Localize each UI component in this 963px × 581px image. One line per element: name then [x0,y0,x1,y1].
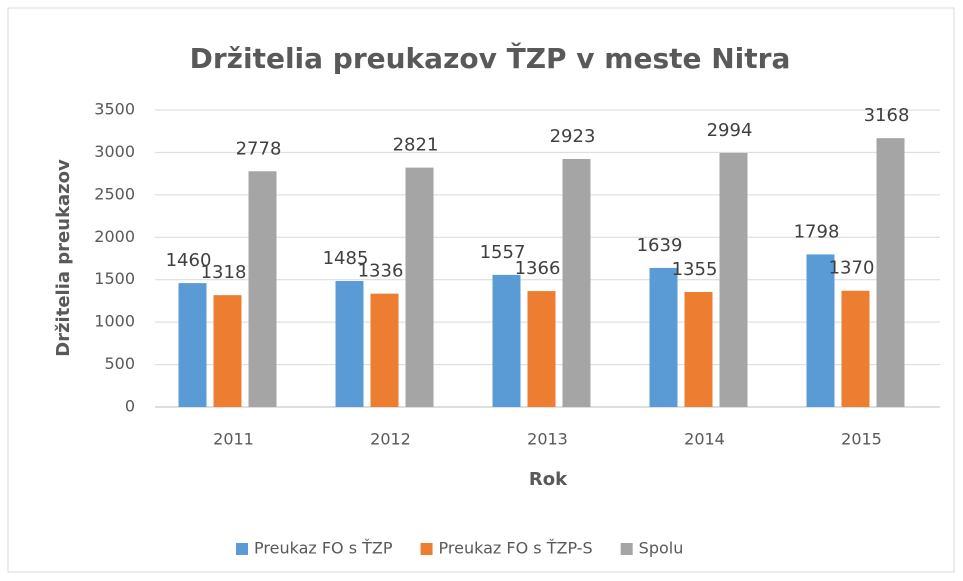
data-label: 1798 [794,221,840,242]
x-axis-label: Rok [529,469,568,490]
bar [248,171,277,407]
x-tick-label: 2015 [841,430,882,449]
x-tick-label: 2014 [684,430,725,449]
y-tick-label: 3500 [94,100,135,119]
y-tick-label: 500 [104,354,135,373]
data-label: 1557 [480,242,526,263]
data-label: 2821 [393,135,439,156]
y-tick-label: 2000 [94,227,135,246]
bar [213,295,242,407]
bar [562,158,591,407]
data-label: 1355 [672,259,718,280]
legend-swatch [620,543,633,555]
y-tick-label: 3000 [94,142,135,161]
chart-title: Držitelia preukazov ŤZP v meste Nitra [190,41,791,75]
legend-label: Preukaz FO s ŤZP-S [439,539,593,558]
legend-swatch [420,543,433,555]
bar [492,274,521,407]
data-label: 2994 [707,120,753,141]
legend-label: Spolu [639,539,684,558]
bar [719,152,748,407]
bar [178,283,207,407]
bar [527,291,556,407]
data-label: 1336 [358,261,404,282]
data-label: 1370 [829,258,875,279]
x-tick-label: 2011 [213,430,254,449]
y-axis-label: Držitelia preukazov [53,159,74,357]
data-label: 1485 [323,248,369,269]
x-tick-label: 2013 [527,430,568,449]
y-tick-label: 2500 [94,184,135,203]
bar [370,293,399,407]
bar [684,292,713,407]
data-label: 1318 [201,262,247,283]
bar [405,167,434,407]
x-tick-label: 2012 [370,430,411,449]
data-label: 2778 [236,138,282,159]
bar [841,290,870,407]
bar [649,267,678,407]
data-label: 1639 [637,235,683,256]
y-tick-label: 1500 [94,269,135,288]
y-tick-label: 1000 [94,312,135,331]
bar [335,280,364,407]
data-label: 3168 [864,105,910,126]
data-label: 1366 [515,258,561,279]
y-tick-label: 0 [125,397,135,416]
chart-border [7,7,955,573]
bar [876,138,905,407]
legend-label: Preukaz FO s ŤZP [254,539,393,558]
bar [806,254,835,407]
data-label: 2923 [550,126,596,147]
legend-swatch [236,543,248,555]
data-label: 1460 [166,250,212,271]
